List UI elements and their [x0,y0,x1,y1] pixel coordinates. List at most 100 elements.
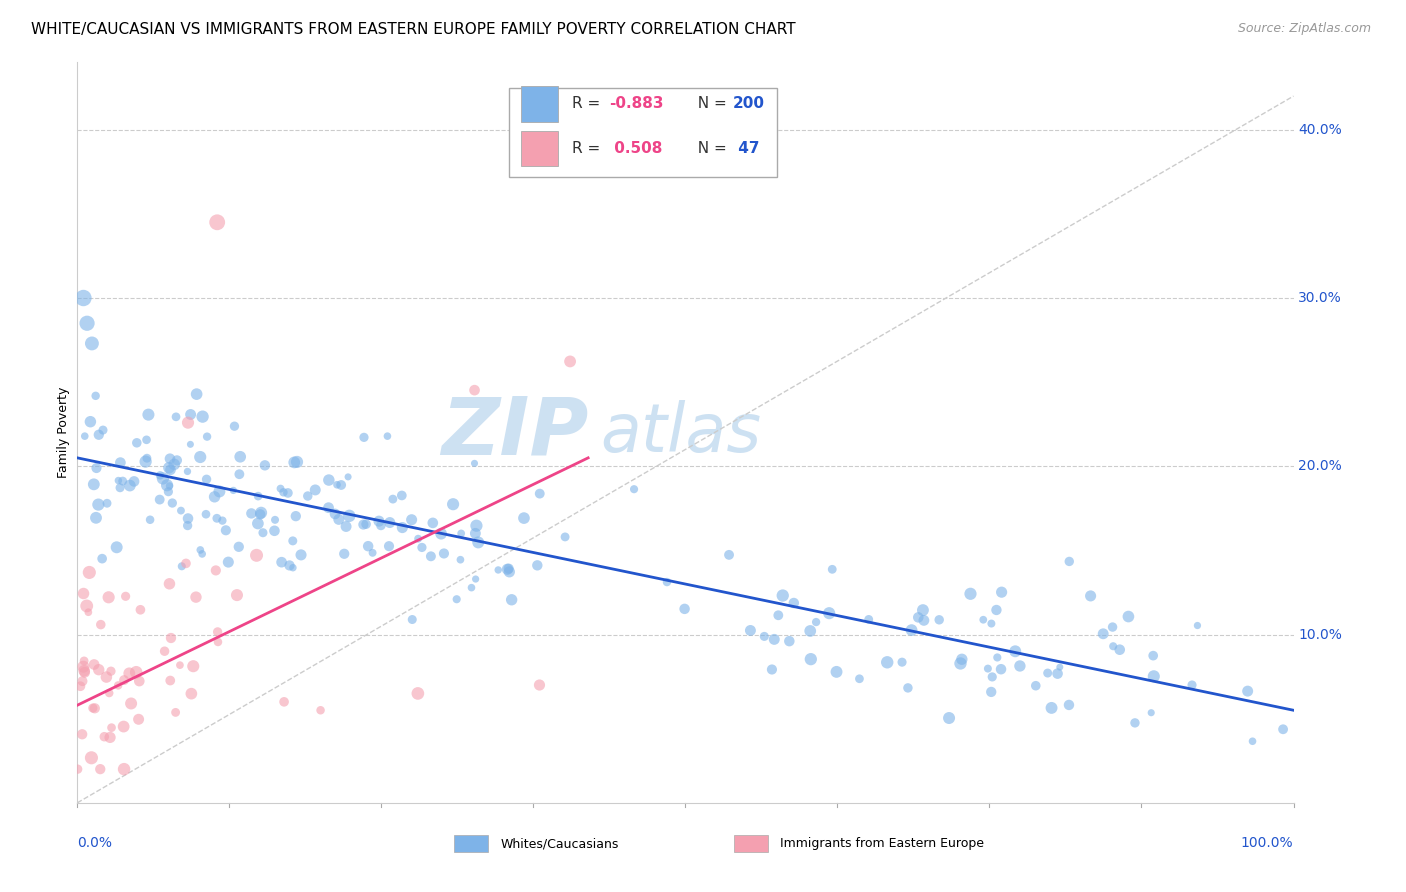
Point [333,547,356,561]
Point [897,681,920,695]
Point [160,631,183,645]
Point [98,686,121,700]
Point [330,478,353,492]
Point [215,523,238,537]
Point [159,451,181,466]
Point [1046,666,1069,681]
Point [87,498,110,512]
Point [114,590,136,604]
Point [1040,701,1063,715]
Point [441,497,464,511]
Point [180,687,202,701]
Point [136,451,159,466]
Point [66,762,89,776]
Point [446,592,468,607]
Point [165,409,187,424]
Point [370,518,392,533]
Text: 0.508: 0.508 [609,141,662,156]
Point [112,720,135,734]
Point [135,454,157,468]
Point [1025,679,1047,693]
Point [110,456,132,470]
Point [1108,642,1130,657]
Point [498,565,520,579]
Point [1080,589,1102,603]
Point [226,588,249,602]
Point [165,706,187,720]
Point [464,526,486,541]
Point [433,546,456,560]
Point [112,673,135,687]
Point [159,479,181,493]
Point [107,474,129,488]
Point [240,507,263,521]
Point [205,215,228,229]
Point [977,662,1000,676]
Point [821,562,844,576]
Text: 47: 47 [733,141,759,156]
Point [245,549,267,563]
Point [149,492,172,507]
Point [304,483,326,497]
Point [328,512,350,526]
Point [430,526,453,541]
Bar [454,836,488,852]
Point [496,562,519,576]
Point [318,473,340,487]
Point [253,458,276,473]
Point [354,517,377,532]
Point [323,507,346,521]
Point [391,520,413,534]
Point [87,427,110,442]
Point [353,430,375,444]
Point [768,608,790,623]
Point [486,563,509,577]
Point [270,482,292,496]
Point [891,655,914,669]
Point [391,488,413,502]
Point [264,513,287,527]
Point [186,387,208,401]
Point [72,291,94,305]
Point [91,423,114,437]
Point [273,485,295,500]
Point [990,585,1012,599]
Point [195,507,218,521]
Bar [522,87,558,121]
Point [1181,678,1204,692]
Point [465,518,488,533]
Point [1272,723,1295,737]
Point [73,664,96,678]
Point [112,762,135,776]
Point [69,679,91,693]
Point [501,592,523,607]
Point [176,518,198,533]
Text: N =: N = [688,96,731,112]
Point [273,695,295,709]
Point [986,603,1008,617]
Point [191,547,214,561]
Point [100,664,122,678]
Text: 20.0%: 20.0% [1298,459,1343,474]
Point [80,751,103,765]
Point [153,644,176,658]
Point [97,591,120,605]
Point [980,616,1002,631]
Point [129,603,152,617]
Point [928,613,950,627]
Point [166,453,188,467]
Text: 10.0%: 10.0% [1298,628,1343,641]
Bar [522,130,558,166]
Point [105,541,128,555]
Point [159,463,181,477]
Point [283,455,305,469]
Point [377,429,399,443]
Point [205,511,228,525]
Text: 200: 200 [733,96,765,112]
Point [907,610,929,624]
Point [82,701,104,715]
Point [128,712,150,726]
Point [450,526,472,541]
Point [228,467,250,482]
Point [673,602,696,616]
